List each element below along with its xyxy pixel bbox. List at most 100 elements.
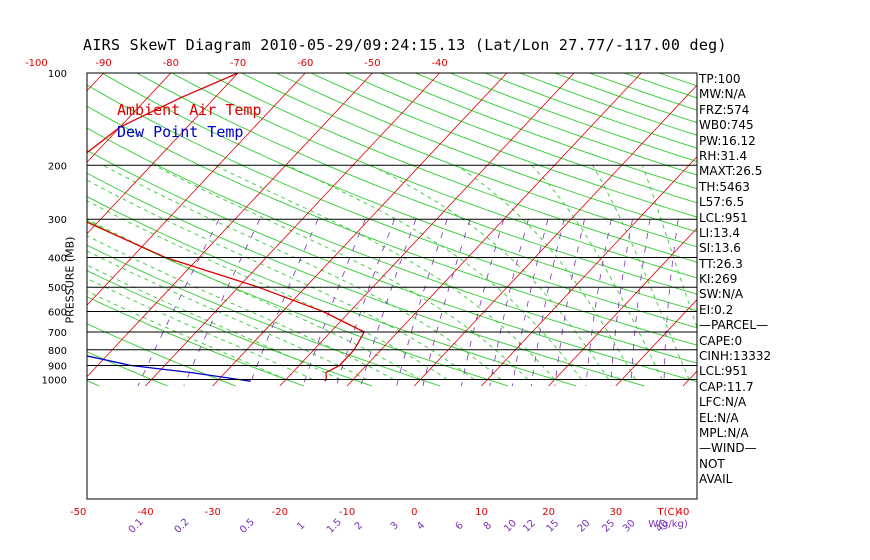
stat-row: MW:N/A [699,87,746,102]
plot-frame [86,72,698,500]
mixing-ratio-line [489,219,529,387]
pressure-tick-label: 400 [48,254,67,265]
pressure-tick-label: 100 [48,69,67,80]
mixing-ratio-line [512,219,549,387]
moist-adiabat [87,200,448,380]
isotherm [481,156,697,387]
chart-title: AIRS SkewT Diagram 2010-05-29/09:24:15.1… [83,36,727,54]
mixing-ratio-line [248,219,319,387]
pressure-tick-label: 800 [48,346,67,357]
mixing-ratio-label: 6 [454,520,466,532]
stat-row: LCL:951 [699,210,748,225]
stat-row: EI:0.2 [699,302,734,317]
mixing-ratio-label: 3 [389,520,401,532]
top-temp-tick-label: -70 [230,58,246,69]
sounding-stats-panel: TP:100 MW:N/A FRZ:574 WB0:745 PW:16.12 RH:31.… [699,72,771,488]
stat-row: EL:N/A [699,410,739,425]
dry-adiabat [344,73,697,204]
legend-dew-point-temp: Dew Point Temp [117,123,244,141]
dry-adiabat [135,73,697,295]
stat-row: LI:13.4 [699,225,740,240]
stat-row: SW:N/A [699,287,744,302]
bottom-temp-tick-label: -10 [339,507,355,518]
mixing-ratio-label: 0.2 [173,517,192,536]
mixing-ratio-line [183,219,261,387]
moist-adiabat [456,164,636,380]
mixing-ratio-label: 10 [502,518,519,535]
mixing-ratio-label: 20 [576,518,593,535]
bottom-temp-tick-label: -20 [272,507,288,518]
dry-adiabat [87,323,236,387]
bottom-temp-tick-label: 0 [411,507,417,518]
dry-adiabat [275,73,697,233]
isotherm [279,73,575,387]
dry-adiabat [87,351,168,387]
bottom-temp-tick-label: 30 [609,507,622,518]
dry-adiabat [101,73,697,312]
mixing-ratio-label: 15 [545,518,562,535]
dry-adiabat [205,73,697,263]
isotherm [87,73,373,378]
bottom-temp-tick-label: 40 [677,507,690,518]
dew-point-temp-line [87,355,251,382]
isotherm [548,227,697,387]
top-temp-tick-label: -80 [163,58,179,69]
pressure-tick-label: 300 [48,215,67,226]
dry-adiabat [87,196,577,387]
dry-adiabat [588,73,697,111]
mixing-ratio-line [360,219,417,387]
dry-adiabat [87,270,373,387]
dry-adiabat [87,220,509,387]
stat-row: WB0:745 [699,118,754,133]
stat-row: MPL:N/A [699,425,749,440]
mixing-ratio-label: 4 [415,520,427,532]
stat-row: TP:100 [699,72,741,86]
stat-row: AVAIL [699,472,733,487]
stat-row: LCL:951 [699,364,748,379]
stat-row: CINH:13332 [699,349,772,364]
top-temp-tick-label: -40 [431,58,447,69]
mixing-ratio-line [585,219,612,387]
isotherm [212,73,508,387]
mixing-ratio-line [530,219,565,387]
dry-adiabat [87,296,304,387]
isotherm [817,73,870,386]
stat-row: MAXT:26.5 [699,164,763,179]
mixing-ratio-label: 1.5 [325,517,344,536]
stat-row: PW:16.12 [699,133,756,148]
mixing-ratio-line [137,219,220,387]
moist-adiabat [87,218,421,380]
top-temp-tick-label: -50 [364,58,380,69]
pressure-tick-label: 700 [48,328,67,339]
isotherm [87,73,172,163]
pressure-tick-label: 1000 [42,375,67,386]
dry-adiabat [87,127,697,364]
isotherm [87,73,104,92]
isotherm [87,73,239,235]
bottom-temp-tick-label: 20 [542,507,555,518]
stat-row: —PARCEL— [699,318,769,333]
mixing-ratio-label: 12 [521,518,538,535]
mixing-ratio-line [396,219,448,387]
top-temp-tick-label: -100 [25,58,48,69]
stat-row: L57:6.5 [699,195,745,210]
isotherm [87,73,306,306]
bottom-temp-unit-label: T(C) [657,507,679,518]
mixing-ratio-line [302,219,366,387]
dry-adiabat [414,73,697,176]
dry-adiabat [87,105,697,346]
mixing-ratio-line [461,219,505,387]
y-axis-label: PRESSURE (MB) [63,236,77,324]
dry-adiabat [170,73,697,279]
stat-row: RH:31.4 [699,148,748,163]
bottom-temp-tick-label: -30 [204,507,220,518]
stat-row: KI:269 [699,272,738,287]
isotherm [413,84,697,387]
stat-row: NOT [699,456,725,471]
mixing-ratio-line [610,219,633,386]
isotherm [615,299,697,387]
dry-adiabat [87,149,697,383]
moist-adiabat [153,164,529,380]
stat-row: TH:5463 [699,179,750,194]
